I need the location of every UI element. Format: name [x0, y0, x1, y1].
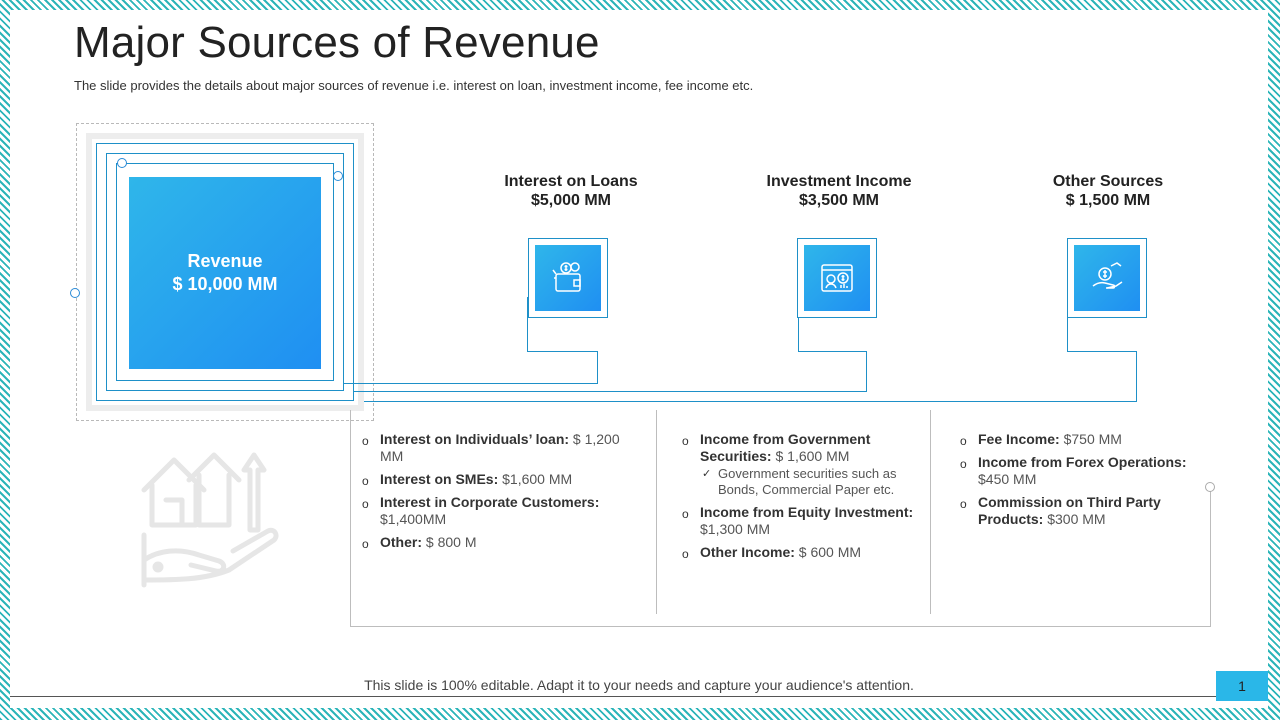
- list-item: Interest in Corporate Customers: $1,400M…: [362, 494, 642, 528]
- list-item: Income from Forex Operations: $450 MM: [960, 454, 1200, 488]
- selection-frame[interactable]: [76, 123, 374, 421]
- connector-investment-v1: [866, 351, 867, 392]
- resize-handle-right[interactable]: [1205, 482, 1215, 492]
- page-title: Major Sources of Revenue: [74, 18, 600, 67]
- investment-chart-icon: [804, 245, 870, 311]
- list-investment: Income from Government Securities: $ 1,6…: [682, 431, 930, 567]
- house-growth-icon: [134, 440, 284, 595]
- list-item: Other: $ 800 M: [362, 534, 642, 553]
- list-item: Income from Equity Investment: $1,300 MM: [682, 504, 930, 538]
- connector-investment-v2: [798, 297, 799, 351]
- revenue-label: Revenue: [187, 251, 263, 271]
- list-item: Commission on Third Party Products: $300…: [960, 494, 1200, 528]
- column-name: Interest on Loans: [504, 173, 638, 190]
- column-value: $3,500 MM: [798, 192, 880, 209]
- connector-loans-v1: [597, 351, 598, 383]
- footer-divider: [10, 696, 1216, 697]
- column-divider-1: [656, 410, 657, 614]
- sub-list-item: Government securities such as Bonds, Com…: [700, 466, 930, 498]
- resize-handle-left[interactable]: [70, 288, 80, 298]
- revenue-outline-2: [106, 153, 344, 391]
- wallet-coins-icon: [535, 245, 601, 311]
- column-header-other: Other Sources $ 1,500 MM: [998, 172, 1218, 210]
- column-value: $ 1,500 MM: [1065, 192, 1151, 209]
- column-header-investment: Investment Income $3,500 MM: [729, 172, 949, 210]
- column-value: $5,000 MM: [530, 192, 612, 209]
- content-frame-left: [350, 410, 351, 626]
- revenue-box: Revenue $ 10,000 MM: [129, 177, 321, 369]
- list-item: Fee Income: $750 MM: [960, 431, 1200, 450]
- column-divider-2: [930, 410, 931, 614]
- revenue-outline-1: [96, 143, 354, 401]
- list-loans: Interest on Individuals’ loan: $ 1,200 M…: [362, 431, 642, 557]
- list-other: Fee Income: $750 MM Income from Forex Op…: [960, 431, 1200, 534]
- footer-text: This slide is 100% editable. Adapt it to…: [364, 677, 914, 693]
- connector-other-h: [364, 401, 1137, 402]
- icon-frame-other: [1067, 238, 1147, 318]
- icon-frame-investment: [797, 238, 877, 318]
- list-item: Interest on SMEs: $1,600 MM: [362, 471, 642, 490]
- revenue-outline-3: [116, 163, 334, 381]
- page-number: 1: [1216, 671, 1268, 701]
- hand-money-icon: [1074, 245, 1140, 311]
- connector-other-v2: [1067, 317, 1068, 351]
- connector-loans-h2: [527, 351, 598, 352]
- column-name: Investment Income: [766, 173, 912, 190]
- content-frame-bottom: [350, 626, 1211, 627]
- connector-investment-h: [354, 391, 867, 392]
- resize-handle-top-right[interactable]: [333, 171, 343, 181]
- list-item: Interest on Individuals’ loan: $ 1,200 M…: [362, 431, 642, 465]
- list-item: Income from Government Securities: $ 1,6…: [682, 431, 930, 498]
- icon-frame-loans: [528, 238, 608, 318]
- slide: Major Sources of Revenue The slide provi…: [10, 10, 1268, 708]
- content-frame-right: [1210, 490, 1211, 627]
- connector-loans-v2: [527, 297, 528, 351]
- list-item: Other Income: $ 600 MM: [682, 544, 930, 563]
- connector-other-v1: [1136, 351, 1137, 402]
- column-name: Other Sources: [1052, 173, 1164, 190]
- connector-other-h2: [1067, 351, 1137, 352]
- connector-investment-h2: [798, 351, 867, 352]
- connector-loans-h: [344, 383, 598, 384]
- revenue-value: $ 10,000 MM: [172, 274, 278, 294]
- page-subtitle: The slide provides the details about maj…: [74, 78, 754, 93]
- column-header-loans: Interest on Loans $5,000 MM: [461, 172, 681, 210]
- resize-handle-top-left[interactable]: [117, 158, 127, 168]
